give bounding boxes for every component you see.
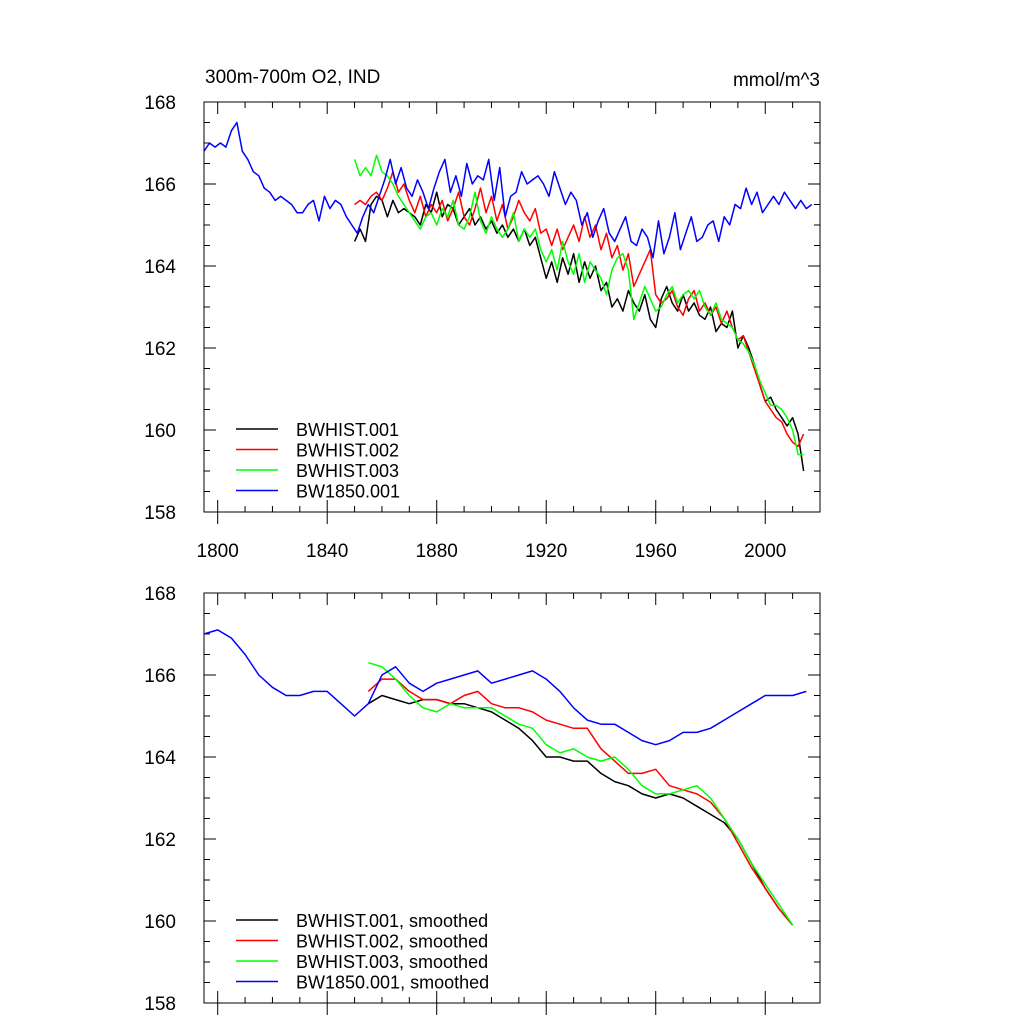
legend-label: BWHIST.002, smoothed (296, 932, 488, 952)
chart-title-left: 300m-700m O2, IND (205, 67, 380, 88)
top-panel-raw: 158 160 162 164 166 168 1800 1840 1880 1920 1960 20… (144, 93, 821, 562)
series-line (368, 661, 794, 926)
y-tick-label: 168 (144, 93, 176, 114)
chart-units-label: mmol/m^3 (733, 70, 820, 91)
y-tick-label: 160 (144, 912, 176, 933)
series-line (367, 694, 794, 926)
y-tick-label: 168 (144, 584, 176, 605)
legend-label: BWHIST.003, smoothed (296, 952, 488, 972)
series-line (353, 154, 804, 456)
series-line (203, 629, 807, 746)
y-tick-label: 162 (144, 830, 176, 851)
x-tick-label: 1840 (306, 541, 348, 562)
legend-label: BWHIST.001, smoothed (296, 911, 488, 931)
y-tick-label: 158 (144, 994, 176, 1015)
legend-label: BW1850.001 (296, 482, 400, 502)
x-tick-label: 1920 (525, 541, 567, 562)
y-tick-label: 166 (144, 666, 176, 687)
y-tick-label: 164 (144, 748, 176, 769)
series-line (354, 170, 805, 448)
legend-label: BWHIST.003 (296, 461, 399, 481)
series-line (353, 191, 805, 472)
y-tick-label: 160 (144, 421, 176, 442)
x-tick-label: 1800 (197, 541, 239, 562)
legend-label: BWHIST.001 (296, 420, 399, 440)
series-line (367, 678, 794, 926)
x-tick-label: 1960 (635, 541, 677, 562)
x-tick-label: 2000 (744, 541, 786, 562)
series-line (203, 121, 813, 259)
y-tick-label: 162 (144, 339, 176, 360)
x-tick-label: 1880 (416, 541, 458, 562)
legend-label: BW1850.001, smoothed (296, 973, 489, 993)
y-tick-label: 166 (144, 175, 176, 196)
legend-label: BWHIST.002 (296, 441, 399, 461)
y-tick-label: 164 (144, 257, 176, 278)
y-tick-label: 158 (144, 503, 176, 524)
